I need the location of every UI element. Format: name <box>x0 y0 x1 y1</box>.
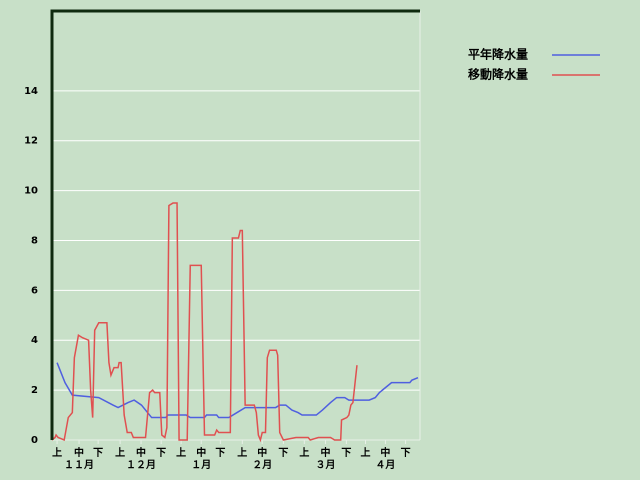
series-line <box>56 362 419 419</box>
x-tick-label: 上 <box>115 446 125 459</box>
x-tick-label: 下 <box>401 447 411 459</box>
x-tick-label: 上 <box>299 446 309 459</box>
month-label: １１月 <box>64 459 94 471</box>
month-label: １月 <box>191 459 211 471</box>
x-tick-label: 中 <box>196 446 206 459</box>
x-tick-label: 中 <box>380 446 390 459</box>
x-tick-label: 上 <box>52 446 62 459</box>
x-tick-label: 中 <box>257 446 267 459</box>
legend-label: 平年降水量 <box>468 47 528 62</box>
month-label: ３月 <box>315 459 335 471</box>
series-line <box>51 202 358 443</box>
x-tick-label: 下 <box>156 447 166 459</box>
x-tick-label: 上 <box>237 446 247 459</box>
y-tick-label: 2 <box>31 385 38 396</box>
x-tick-label: 中 <box>320 446 330 459</box>
x-tick-label: 中 <box>74 446 84 459</box>
x-tick-label: 下 <box>215 447 225 459</box>
month-label: ２月 <box>252 459 272 471</box>
y-tick-label: 6 <box>31 285 38 296</box>
x-tick-label: 下 <box>341 447 351 459</box>
y-tick-label: 10 <box>24 186 38 197</box>
x-tick-label: 上 <box>176 446 186 459</box>
y-tick-label: 0 <box>31 435 38 446</box>
month-label: １２月 <box>126 459 156 471</box>
y-tick-label: 14 <box>24 86 38 97</box>
month-label: ４月 <box>375 459 395 471</box>
x-tick-label: 上 <box>361 446 371 459</box>
x-tick-label: 下 <box>278 447 288 459</box>
x-tick-label: 中 <box>136 446 146 459</box>
plot-frame <box>50 9 420 440</box>
y-tick-label: 12 <box>24 136 38 147</box>
legend-label: 移動降水量 <box>468 67 528 82</box>
y-tick-label: 4 <box>31 335 38 346</box>
x-tick-label: 下 <box>93 447 103 459</box>
y-tick-label: 8 <box>31 235 38 246</box>
